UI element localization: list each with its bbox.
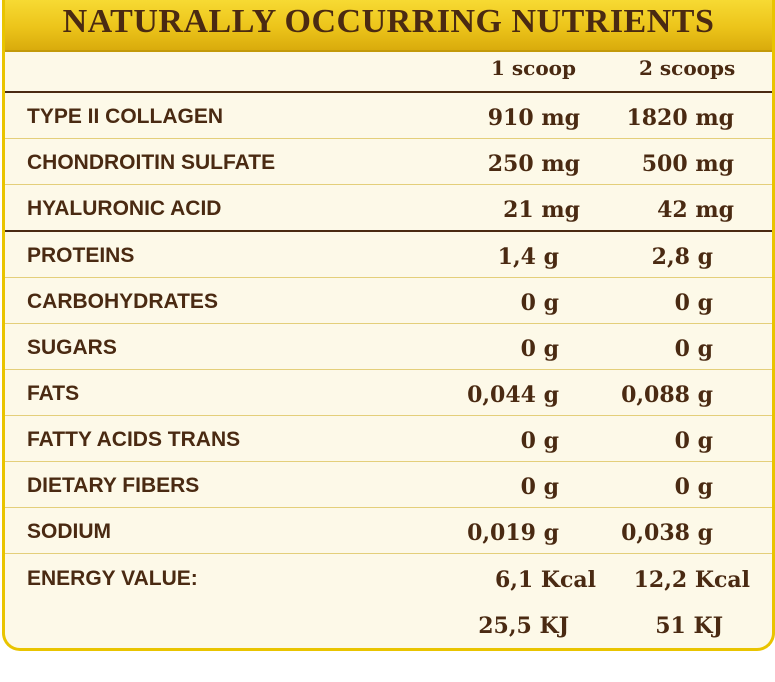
section-divider xyxy=(5,230,772,232)
row-value-2-scoops: 0,038 g xyxy=(621,520,713,546)
row-divider xyxy=(5,369,772,370)
row-value-1-scoop: 250 mg xyxy=(487,151,580,177)
row-label: HYALURONIC ACID xyxy=(27,197,222,220)
row-value-1-scoop: 0,019 g xyxy=(467,520,559,546)
row-value-1-scoop: 0 g xyxy=(520,336,559,362)
title-band: NATURALLY OCCURRING NUTRIENTS xyxy=(5,0,772,52)
nutrients-table: NATURALLY OCCURRING NUTRIENTS 1 scoop 2 … xyxy=(2,0,775,651)
row-value-2-scoops: 0 g xyxy=(674,474,713,500)
row-divider xyxy=(5,184,772,185)
row-value-1-scoop: 910 mg xyxy=(487,105,580,131)
row-value-1-scoop: 21 mg xyxy=(503,197,580,223)
row-label: DIETARY FIBERS xyxy=(27,474,200,497)
row-value-2-scoops: 51 KJ xyxy=(655,613,723,639)
row-label: SODIUM xyxy=(27,520,111,543)
row-label: CHONDROITIN SULFATE xyxy=(27,151,276,174)
row-divider xyxy=(5,507,772,508)
row-value-1-scoop: 0,044 g xyxy=(467,382,559,408)
row-value-2-scoops: 500 mg xyxy=(641,151,734,177)
row-value-1-scoop: 0 g xyxy=(520,428,559,454)
row-value-1-scoop: 1,4 g xyxy=(497,244,559,270)
row-value-1-scoop: 6,1 Kcal xyxy=(494,567,596,593)
row-value-2-scoops: 0 g xyxy=(674,428,713,454)
row-value-2-scoops: 0,088 g xyxy=(621,382,713,408)
row-divider xyxy=(5,553,772,554)
header-divider xyxy=(5,91,772,93)
row-divider xyxy=(5,277,772,278)
row-divider xyxy=(5,415,772,416)
row-value-2-scoops: 1820 mg xyxy=(626,105,734,131)
row-divider xyxy=(5,461,772,462)
column-header-2-scoops: 2 scoops xyxy=(639,56,736,80)
row-value-1-scoop: 0 g xyxy=(520,474,559,500)
row-value-2-scoops: 2,8 g xyxy=(651,244,713,270)
row-value-2-scoops: 0 g xyxy=(674,290,713,316)
row-label: CARBOHYDRATES xyxy=(27,290,218,313)
row-label: ENERGY VALUE: xyxy=(27,567,198,590)
row-label: FATS xyxy=(27,382,80,405)
row-value-2-scoops: 0 g xyxy=(674,336,713,362)
row-value-1-scoop: 0 g xyxy=(520,290,559,316)
row-value-2-scoops: 42 mg xyxy=(657,197,734,223)
row-divider xyxy=(5,138,772,139)
row-label: SUGARS xyxy=(27,336,117,359)
table-title: NATURALLY OCCURRING NUTRIENTS xyxy=(62,3,715,40)
row-value-2-scoops: 12,2 Kcal xyxy=(633,567,750,593)
row-label: FATTY ACIDS TRANS xyxy=(27,428,241,451)
column-header-1-scoop: 1 scoop xyxy=(491,56,576,80)
row-label: PROTEINS xyxy=(27,244,135,267)
row-label: TYPE II COLLAGEN xyxy=(27,105,224,128)
row-value-1-scoop: 25,5 KJ xyxy=(478,613,569,639)
row-divider xyxy=(5,323,772,324)
